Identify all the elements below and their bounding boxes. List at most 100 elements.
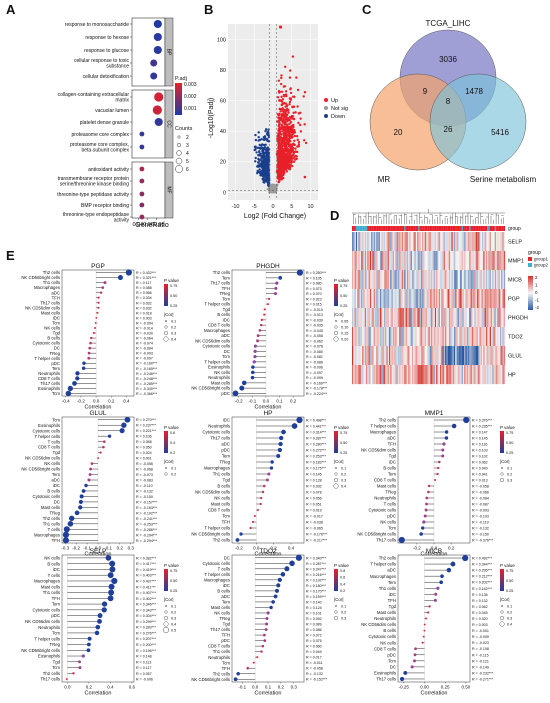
- heatmap-cell: [390, 270, 392, 290]
- lollipop-dot: [437, 466, 440, 470]
- lollipop-cor-circle: [500, 478, 505, 483]
- heatmap-group-cell: [417, 226, 419, 231]
- lollipop-cell-label: Eosinophils: [38, 386, 60, 391]
- heatmap-cell: [484, 365, 487, 385]
- lollipop-cell-label: Mast cells: [41, 505, 60, 510]
- lollipop-r-label: R = -0.074: [136, 342, 153, 346]
- lollipop-x-axis-label: Correlation: [421, 691, 448, 697]
- heatmap-cell: [461, 232, 464, 252]
- lollipop-cell-label: NK cells: [380, 640, 396, 645]
- lollipop-r-label: R = 0.101: [306, 611, 322, 615]
- heatmap-cell: [483, 232, 485, 252]
- heatmap-cell: [457, 251, 460, 271]
- lollipop-dot: [436, 586, 440, 590]
- lollipop-pvalue-colorbar: [164, 569, 168, 591]
- volcano-legend-label: Up: [331, 98, 338, 104]
- lollipop-dot: [265, 622, 269, 626]
- volcano-point: [283, 120, 286, 123]
- heatmap-cell: [363, 365, 365, 385]
- volcano-point: [263, 137, 267, 140]
- heatmap-group-cell: [355, 226, 358, 231]
- heatmap-cell: [469, 346, 471, 366]
- heatmap-cell: [358, 327, 360, 347]
- lollipop-x-tick-label: 0.2: [290, 399, 297, 404]
- heatmap-cell: [404, 346, 406, 366]
- lollipop-dot: [72, 672, 75, 675]
- lollipop-title: HP: [263, 410, 272, 417]
- heatmap-cell: [459, 251, 461, 271]
- heatmap-cell: [457, 308, 460, 328]
- heatmap-cell: [498, 327, 501, 347]
- volcano-point: [288, 122, 291, 125]
- heatmap-cell: [401, 308, 404, 328]
- lollipop-cell-label: Tgd: [53, 331, 61, 336]
- heatmap-cell: [397, 327, 400, 347]
- heatmap-cell: [371, 270, 373, 290]
- heatmap-cell: [471, 270, 474, 290]
- heatmap-cell: [396, 327, 399, 347]
- heatmap-cell: [436, 251, 438, 271]
- lollipop-cell-label: Th1 cells: [43, 590, 60, 595]
- heatmap-cell: [473, 270, 475, 290]
- lollipop-dot: [86, 648, 91, 653]
- volcano-point: [283, 136, 287, 139]
- lollipop-cor-circle: [500, 616, 505, 621]
- heatmap-cell: [395, 365, 397, 385]
- lollipop-r-label: R = -0.081: [306, 355, 323, 359]
- lollipop-dot: [422, 520, 426, 524]
- lollipop-cell-label: CD8 T cells: [374, 646, 396, 651]
- heatmap-cell: [417, 308, 419, 328]
- lollipop-cell-label: NK cells: [44, 326, 60, 331]
- volcano-point: [287, 160, 290, 163]
- heatmap-cell: [461, 346, 464, 366]
- volcano-point: [263, 135, 267, 138]
- heatmap-cell: [374, 346, 377, 366]
- lollipop-cell-label: aDC: [387, 436, 396, 441]
- lollipop-dot: [414, 647, 417, 651]
- volcano-point: [280, 108, 283, 111]
- lollipop-dot: [256, 656, 259, 659]
- heatmap-cell: [488, 327, 490, 347]
- lollipop-dot: [99, 451, 102, 454]
- lollipop-cell-label: Th17 cells: [210, 627, 230, 632]
- heatmap-cell: [420, 251, 423, 271]
- heatmap-group-cell: [396, 226, 398, 231]
- lollipop-r-label: R = -0.093: [136, 352, 153, 356]
- heatmap-cell: [423, 289, 425, 309]
- heatmap-cell: [480, 232, 483, 252]
- heatmap-cell: [372, 232, 374, 252]
- heatmap-cell: [401, 365, 404, 385]
- volcano-point: [280, 173, 284, 176]
- volcano-point: [279, 82, 283, 86]
- heatmap-cell: [422, 289, 424, 309]
- heatmap-group-cell: [494, 226, 497, 231]
- heatmap-cell: [355, 289, 358, 309]
- lollipop-r-label: R = -0.132: [136, 489, 153, 493]
- lollipop-cell-label: Th2 cells: [379, 556, 396, 561]
- lollipop-r-label: R = -0.271***: [472, 677, 494, 681]
- heatmap-cell: [452, 232, 455, 252]
- heatmap-cell: [385, 251, 387, 271]
- heatmap-cell: [455, 270, 457, 290]
- lollipop-r-label: R = 0.034: [136, 296, 152, 300]
- lollipop-r-label: R = -0.004: [136, 321, 153, 325]
- heatmap-cell: [414, 365, 416, 385]
- volcano-point: [278, 25, 283, 29]
- volcano-point: [264, 143, 267, 146]
- heatmap-gene-label: PGP: [508, 297, 520, 303]
- heatmap-cell: [493, 270, 495, 290]
- lollipop-cor-tick: 0.1: [341, 467, 346, 471]
- volcano-point: [272, 188, 276, 191]
- heatmap-cell: [425, 232, 428, 252]
- lollipop-dot: [97, 613, 103, 619]
- lollipop-r-label: R = -0.045: [306, 329, 323, 333]
- go-strip-bp: [164, 17, 174, 87]
- go-term-label: serine/threonine kinase binding: [60, 181, 129, 187]
- lollipop-cell-label: CD8 T cells: [208, 323, 230, 328]
- heatmap-group-cell: [437, 226, 439, 231]
- go-strip-cc: [164, 89, 174, 159]
- heatmap-cell: [478, 365, 480, 385]
- heatmap-cell: [497, 270, 499, 290]
- go-strip-mf: [164, 161, 174, 219]
